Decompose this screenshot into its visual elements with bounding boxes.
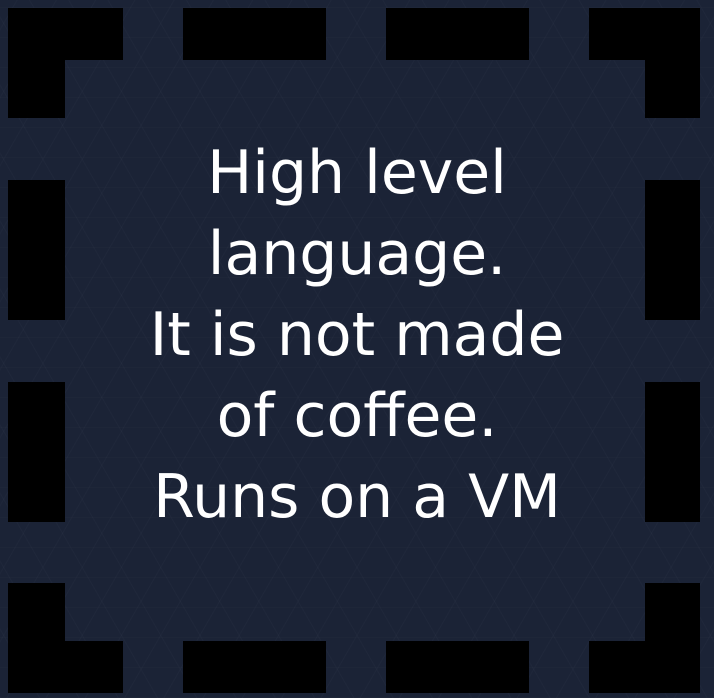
frame-corner-bottom-right (589, 641, 700, 693)
frame-bar-top (183, 8, 326, 60)
frame-bar-top (386, 8, 529, 60)
quote-text: High level language. It is not made of c… (60, 133, 654, 538)
frame-bar-right (645, 382, 700, 522)
quote-line: It is not made (149, 300, 565, 370)
frame-corner-top-right (645, 8, 700, 118)
frame-bar-bottom (386, 641, 529, 693)
quote-line: High level (207, 138, 507, 208)
frame-corner-bottom-left (8, 641, 123, 693)
quote-line: of coffee. (216, 381, 498, 451)
quote-line: Runs on a VM (153, 462, 561, 532)
frame-bar-left (8, 382, 65, 522)
quote-line: language. (207, 219, 507, 289)
frame-bar-left (8, 180, 65, 320)
frame-corner-top-left (8, 8, 65, 118)
frame-bar-bottom (183, 641, 326, 693)
frame-bar-right (645, 180, 700, 320)
